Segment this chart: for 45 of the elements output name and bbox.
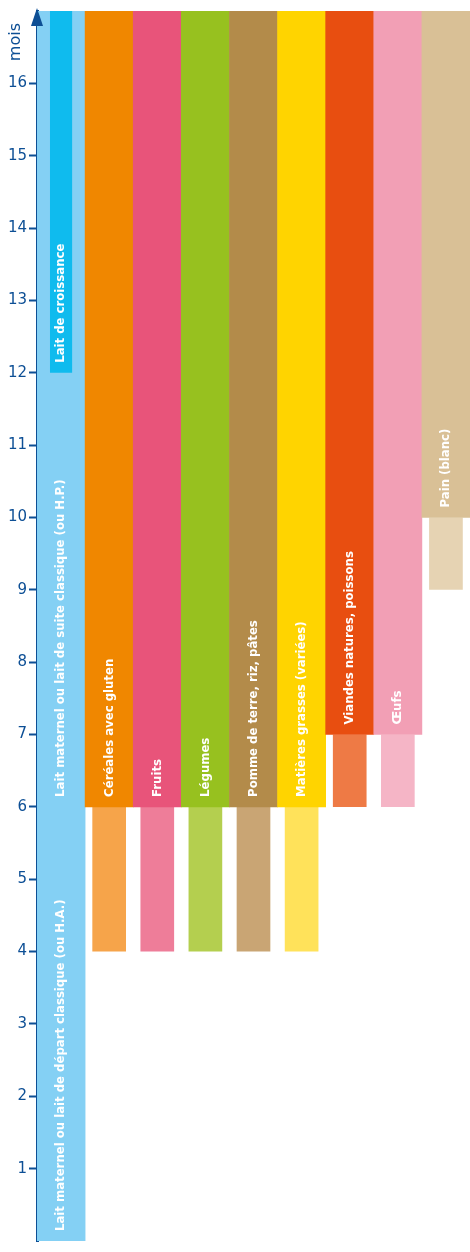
- bar: [421, 11, 470, 518]
- bar: [132, 11, 182, 808]
- x-tick-label: Légumes: [196, 737, 212, 797]
- bar: [429, 517, 463, 590]
- bar: [188, 806, 223, 952]
- bar: [373, 11, 423, 735]
- bar: [380, 734, 415, 807]
- x-tick-label: Viandes natures, poissons: [341, 551, 357, 725]
- y-tick-label: 14: [7, 217, 27, 236]
- y-tick-label: 4: [17, 941, 27, 960]
- bar: [92, 806, 127, 952]
- y-tick-label: 1: [17, 1158, 27, 1177]
- x-tick-label: Matières grasses (variées): [292, 621, 308, 797]
- bar: [277, 11, 326, 808]
- bar: [140, 806, 175, 952]
- y-axis-title: mois: [5, 23, 25, 62]
- bar: [49, 11, 73, 373]
- y-tick-label: 12: [7, 362, 27, 381]
- y-tick-label: 13: [7, 290, 27, 309]
- y-tick-label: 10: [7, 507, 27, 526]
- x-tick-label: Pomme de terre, riz, pâtes: [244, 620, 260, 797]
- y-tick-label: 7: [17, 724, 27, 743]
- y-tick-label: 16: [7, 73, 27, 92]
- x-tick-label: Céréales avec gluten: [100, 658, 116, 797]
- bar: [229, 11, 278, 808]
- bar: [284, 806, 319, 952]
- series-label: Lait de croissance: [52, 243, 68, 363]
- y-tick-label: 15: [7, 145, 27, 164]
- y-tick-label: 5: [17, 869, 27, 888]
- x-tick-label: Pain (blanc): [437, 428, 453, 508]
- y-tick-label: 8: [17, 652, 27, 671]
- bar: [332, 734, 367, 807]
- y-tick-label: 3: [17, 1013, 27, 1032]
- y-tick-label: 2: [17, 1086, 27, 1105]
- y-tick-label: 9: [17, 579, 27, 598]
- x-tick-label: Œufs: [389, 690, 405, 725]
- x-tick-label: Fruits: [148, 759, 164, 797]
- bar: [181, 11, 230, 808]
- y-tick-label: 11: [7, 435, 27, 454]
- series-label: Lait maternel ou lait de départ classique (ou H.A.): [52, 899, 68, 1231]
- bar: [236, 806, 271, 952]
- bar: [84, 11, 134, 808]
- bar: [325, 11, 375, 735]
- series-label: Lait maternel ou lait de suite classique (ou H.P.): [52, 479, 68, 797]
- y-tick-label: 6: [17, 796, 27, 815]
